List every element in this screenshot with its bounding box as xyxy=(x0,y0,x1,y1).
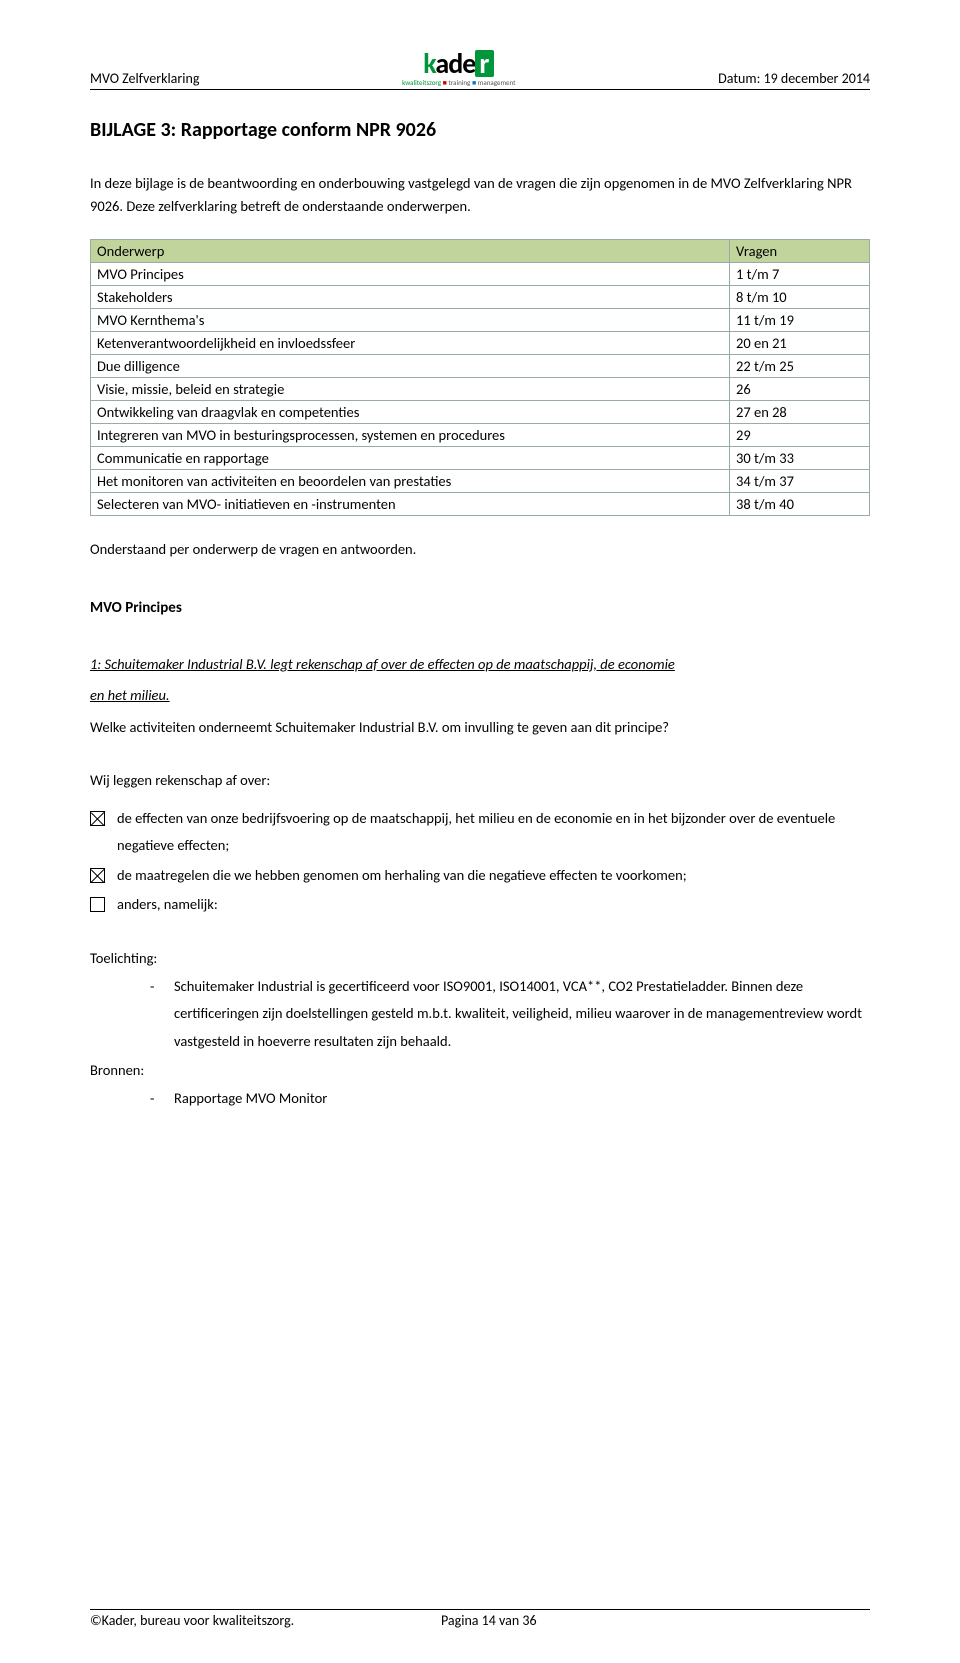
table-row: MVO Principes1 t/m 7 xyxy=(91,263,870,286)
question-text: Welke activiteiten onderneemt Schuitemak… xyxy=(90,714,870,742)
table-row: Integreren van MVO in besturingsprocesse… xyxy=(91,424,870,447)
bronnen-block: Bronnen: - Rapportage MVO Monitor xyxy=(90,1057,870,1112)
checkbox-icon[interactable] xyxy=(90,897,105,912)
toelichting-block: Toelichting: - Schuitemaker Industrial i… xyxy=(90,945,870,1055)
table-row: Communicatie en rapportage30 t/m 33 xyxy=(91,447,870,470)
dash-icon: - xyxy=(150,973,174,1056)
checks-intro: Wij leggen rekenschap af over: xyxy=(90,767,870,795)
toelichting-text: Schuitemaker Industrial is gecertificeer… xyxy=(174,973,870,1056)
table-row: MVO Kernthema's11 t/m 19 xyxy=(91,309,870,332)
table-row: Visie, missie, beleid en strategie26 xyxy=(91,378,870,401)
section-heading: MVO Principes xyxy=(90,599,870,617)
header-left: MVO Zelfverklaring xyxy=(90,70,199,87)
logo: kader kwaliteitszorg ■ training ■ manage… xyxy=(402,50,515,87)
checkbox-icon[interactable] xyxy=(90,811,105,826)
page-header: MVO Zelfverklaring kader kwaliteitszorg … xyxy=(90,50,870,90)
table-row: Selecteren van MVO- initiatieven en -ins… xyxy=(91,493,870,516)
table-row: Het monitoren van activiteiten en beoord… xyxy=(91,470,870,493)
header-right: Datum: 19 december 2014 xyxy=(718,70,870,87)
question-lead-2: en het milieu. xyxy=(90,682,870,710)
intro-paragraph: In deze bijlage is de beantwoording en o… xyxy=(90,172,870,217)
footer-page-number: Pagina 14 van 36 xyxy=(441,1612,870,1629)
logo-sub-quality: kwaliteitszorg xyxy=(402,78,441,87)
dash-icon: - xyxy=(150,1085,174,1113)
page-title: BIJLAGE 3: Rapportage conform NPR 9026 xyxy=(90,118,870,142)
toelichting-label: Toelichting: xyxy=(90,945,870,973)
topics-table: Onderwerp Vragen MVO Principes1 t/m 7 St… xyxy=(90,239,870,516)
checkbox-list: de effecten van onze bedrijfsvoering op … xyxy=(90,805,870,919)
check-item: de maatregelen die we hebben genomen om … xyxy=(90,862,870,890)
bronnen-label: Bronnen: xyxy=(90,1057,870,1085)
checkbox-icon[interactable] xyxy=(90,868,105,883)
question-lead: 1: Schuitemaker Industrial B.V. legt rek… xyxy=(90,651,870,679)
after-table-text: Onderstaand per onderwerp de vragen en a… xyxy=(90,538,870,560)
bronnen-text: Rapportage MVO Monitor xyxy=(174,1085,870,1113)
table-header-vragen: Vragen xyxy=(730,240,870,263)
table-header-onderwerp: Onderwerp xyxy=(91,240,730,263)
logo-sub-training: training xyxy=(448,78,470,87)
footer-left: ©Kader, bureau voor kwaliteitszorg. xyxy=(90,1612,441,1629)
table-row: Stakeholders8 t/m 10 xyxy=(91,286,870,309)
logo-sub-mgmt: management xyxy=(478,78,516,87)
table-row: Due dilligence22 t/m 25 xyxy=(91,355,870,378)
page-footer: ©Kader, bureau voor kwaliteitszorg. Pagi… xyxy=(90,1609,870,1629)
check-item: de effecten van onze bedrijfsvoering op … xyxy=(90,805,870,860)
table-row: Ketenverantwoordelijkheid en invloedssfe… xyxy=(91,332,870,355)
table-row: Ontwikkeling van draagvlak en competenti… xyxy=(91,401,870,424)
check-item: anders, namelijk: xyxy=(90,891,870,919)
